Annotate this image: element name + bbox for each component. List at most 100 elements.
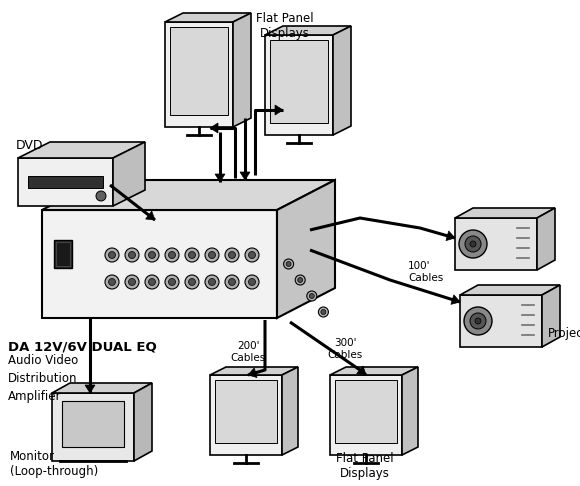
Circle shape xyxy=(108,251,115,259)
Polygon shape xyxy=(277,180,335,318)
Polygon shape xyxy=(240,172,250,180)
Circle shape xyxy=(169,251,176,259)
Circle shape xyxy=(125,275,139,289)
Circle shape xyxy=(286,261,291,266)
Polygon shape xyxy=(18,142,145,158)
Polygon shape xyxy=(330,367,418,375)
Text: Flat Panel
Displays: Flat Panel Displays xyxy=(336,452,394,480)
Polygon shape xyxy=(282,367,298,455)
Polygon shape xyxy=(113,142,145,206)
Circle shape xyxy=(284,259,293,269)
Polygon shape xyxy=(455,208,555,218)
Polygon shape xyxy=(165,13,251,22)
Circle shape xyxy=(475,318,481,324)
Polygon shape xyxy=(52,383,152,393)
Circle shape xyxy=(470,241,476,247)
Polygon shape xyxy=(18,158,113,206)
Polygon shape xyxy=(165,22,233,127)
Circle shape xyxy=(205,248,219,262)
Text: DVD: DVD xyxy=(16,139,44,152)
Polygon shape xyxy=(248,368,257,378)
Polygon shape xyxy=(446,231,455,241)
Circle shape xyxy=(245,248,259,262)
Circle shape xyxy=(129,251,136,259)
Circle shape xyxy=(248,251,256,259)
Polygon shape xyxy=(210,367,298,375)
Polygon shape xyxy=(170,27,228,115)
Polygon shape xyxy=(330,375,402,455)
Text: Audio Video
Distribution
Amplifier: Audio Video Distribution Amplifier xyxy=(8,354,78,403)
Polygon shape xyxy=(537,208,555,270)
Polygon shape xyxy=(270,40,328,123)
Polygon shape xyxy=(42,180,335,210)
Circle shape xyxy=(185,275,199,289)
Polygon shape xyxy=(215,174,225,182)
Text: 200'
Cables: 200' Cables xyxy=(230,341,266,363)
Polygon shape xyxy=(54,240,72,268)
Polygon shape xyxy=(42,210,277,318)
Circle shape xyxy=(459,230,487,258)
Circle shape xyxy=(205,275,219,289)
Circle shape xyxy=(165,275,179,289)
Circle shape xyxy=(105,275,119,289)
Polygon shape xyxy=(233,13,251,127)
Text: Projectors: Projectors xyxy=(548,327,580,340)
Polygon shape xyxy=(455,218,537,270)
Circle shape xyxy=(225,275,239,289)
Polygon shape xyxy=(265,26,351,35)
Polygon shape xyxy=(134,383,152,461)
Circle shape xyxy=(169,278,176,285)
Text: 300'
Cables: 300' Cables xyxy=(327,338,362,360)
Circle shape xyxy=(165,248,179,262)
Circle shape xyxy=(465,236,481,252)
Circle shape xyxy=(298,278,303,282)
Polygon shape xyxy=(275,105,283,115)
Polygon shape xyxy=(333,26,351,135)
Circle shape xyxy=(248,278,256,285)
Polygon shape xyxy=(335,380,397,443)
Circle shape xyxy=(129,278,136,285)
Circle shape xyxy=(145,248,159,262)
Circle shape xyxy=(464,307,492,335)
Circle shape xyxy=(229,251,235,259)
Polygon shape xyxy=(451,295,460,304)
Circle shape xyxy=(185,248,199,262)
Circle shape xyxy=(318,307,328,317)
Text: Flat Panel
Displays: Flat Panel Displays xyxy=(256,12,314,40)
Text: DA 12V/6V DUAL EQ: DA 12V/6V DUAL EQ xyxy=(8,340,157,353)
Circle shape xyxy=(245,275,259,289)
Polygon shape xyxy=(62,401,124,447)
Circle shape xyxy=(309,294,314,298)
Text: Monitor
(Loop-through): Monitor (Loop-through) xyxy=(10,450,98,478)
Circle shape xyxy=(105,248,119,262)
Circle shape xyxy=(229,278,235,285)
Circle shape xyxy=(145,275,159,289)
Polygon shape xyxy=(85,385,95,393)
Polygon shape xyxy=(215,380,277,443)
Polygon shape xyxy=(210,123,218,133)
Circle shape xyxy=(321,310,326,314)
Polygon shape xyxy=(265,35,333,135)
Circle shape xyxy=(148,278,155,285)
Polygon shape xyxy=(460,295,542,347)
Circle shape xyxy=(108,278,115,285)
Circle shape xyxy=(148,251,155,259)
Circle shape xyxy=(208,278,216,285)
Circle shape xyxy=(225,248,239,262)
Polygon shape xyxy=(357,366,366,375)
Polygon shape xyxy=(460,285,560,295)
Circle shape xyxy=(470,313,486,329)
Circle shape xyxy=(96,191,106,201)
Polygon shape xyxy=(402,367,418,455)
Circle shape xyxy=(208,251,216,259)
Circle shape xyxy=(125,248,139,262)
Polygon shape xyxy=(52,393,134,461)
Circle shape xyxy=(188,251,195,259)
Polygon shape xyxy=(146,211,155,220)
Polygon shape xyxy=(542,285,560,347)
Polygon shape xyxy=(210,375,282,455)
Polygon shape xyxy=(56,242,70,266)
Circle shape xyxy=(188,278,195,285)
Text: 100'
Cables: 100' Cables xyxy=(408,261,443,283)
Polygon shape xyxy=(28,176,103,188)
